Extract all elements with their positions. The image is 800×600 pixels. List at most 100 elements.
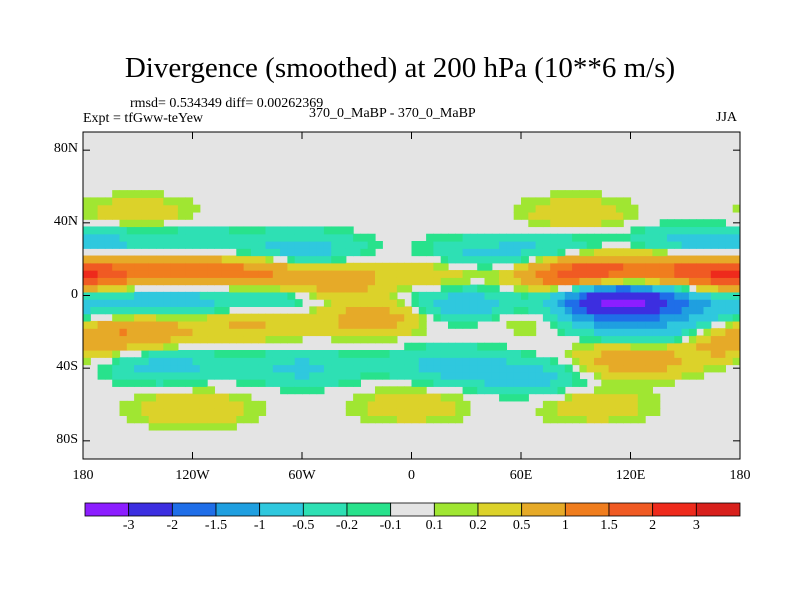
field-cell — [170, 306, 179, 315]
field-cell — [404, 400, 413, 409]
field-cell — [732, 233, 740, 242]
field-cell — [141, 291, 150, 300]
field-cell — [601, 233, 610, 242]
field-cell — [375, 335, 383, 344]
field-cell — [586, 197, 595, 206]
field-cell — [696, 350, 705, 358]
field-cell — [630, 284, 639, 293]
field-cell — [272, 320, 281, 329]
field-cell — [192, 204, 201, 213]
field-cell — [367, 408, 376, 416]
field-cell — [484, 255, 493, 264]
field-cell — [594, 400, 602, 409]
field-cell — [550, 291, 559, 300]
field-cell — [448, 299, 456, 307]
field-cell — [521, 233, 529, 242]
field-cell — [90, 211, 99, 220]
field-cell — [718, 364, 726, 373]
field-cell — [623, 284, 632, 293]
field-cell — [243, 408, 252, 416]
field-cell — [411, 357, 420, 366]
field-cell — [535, 379, 544, 387]
field-cell — [506, 386, 515, 395]
field-cell — [170, 328, 179, 337]
field-cell — [630, 262, 639, 271]
field-cell — [542, 262, 551, 271]
field-cell — [601, 335, 610, 344]
field-cell — [170, 357, 179, 366]
field-cell — [236, 277, 245, 286]
field-cell — [696, 270, 705, 278]
field-cell — [455, 284, 464, 293]
field-cell — [353, 313, 361, 322]
field-cell — [243, 233, 252, 242]
field-cell — [236, 284, 245, 293]
field-cell — [192, 386, 201, 395]
field-cell — [637, 320, 646, 329]
field-cell — [250, 270, 259, 278]
field-cell — [360, 393, 369, 402]
field-cell — [243, 248, 252, 257]
field-cell — [462, 299, 471, 307]
field-cell — [389, 284, 398, 293]
field-cell — [316, 262, 325, 271]
field-cell — [185, 211, 194, 220]
field-cell — [90, 335, 99, 344]
field-cell — [214, 415, 223, 424]
field-cell — [462, 350, 471, 358]
field-cell — [521, 241, 529, 249]
field-cell — [725, 291, 734, 300]
field-cell — [521, 291, 529, 300]
field-cell — [594, 277, 602, 286]
field-cell — [499, 291, 507, 300]
field-cell — [637, 248, 646, 257]
field-cell — [294, 313, 303, 322]
field-cell — [214, 262, 223, 271]
field-cell — [156, 415, 164, 424]
field-cell — [119, 190, 128, 198]
field-cell — [594, 313, 602, 322]
field-cell — [462, 233, 471, 242]
field-cell — [156, 393, 164, 402]
field-cell — [484, 291, 493, 300]
field-cell — [141, 320, 150, 329]
field-cell — [177, 422, 186, 431]
field-cell — [725, 262, 734, 271]
field-cell — [170, 335, 179, 344]
field-cell — [156, 226, 164, 235]
field-cell — [448, 270, 456, 278]
field-cell — [396, 400, 405, 409]
field-cell — [163, 364, 172, 373]
field-cell — [404, 342, 413, 351]
field-cell — [521, 364, 529, 373]
field-cell — [163, 350, 172, 358]
field-cell — [272, 277, 281, 286]
field-cell — [185, 364, 194, 373]
field-cell — [156, 379, 164, 387]
field-cell — [134, 277, 142, 286]
field-cell — [367, 306, 376, 315]
field-cell — [104, 364, 113, 373]
field-cell — [615, 335, 624, 344]
field-cell — [418, 313, 427, 322]
field-cell — [433, 270, 442, 278]
field-cell — [608, 379, 617, 387]
field-cell — [462, 386, 471, 395]
field-cell — [586, 408, 595, 416]
field-cell — [250, 291, 259, 300]
field-cell — [338, 328, 347, 337]
field-cell — [280, 371, 288, 380]
field-cell — [652, 299, 661, 307]
field-cell — [148, 270, 157, 278]
field-cell — [586, 357, 595, 366]
field-cell — [491, 357, 500, 366]
field-cell — [674, 277, 683, 286]
field-cell — [594, 248, 602, 257]
field-cell — [83, 284, 91, 293]
field-cell — [294, 335, 303, 344]
field-cell — [703, 335, 712, 344]
field-cell — [83, 197, 91, 206]
field-cell — [608, 262, 617, 271]
field-cell — [338, 270, 347, 278]
field-cell — [214, 233, 223, 242]
